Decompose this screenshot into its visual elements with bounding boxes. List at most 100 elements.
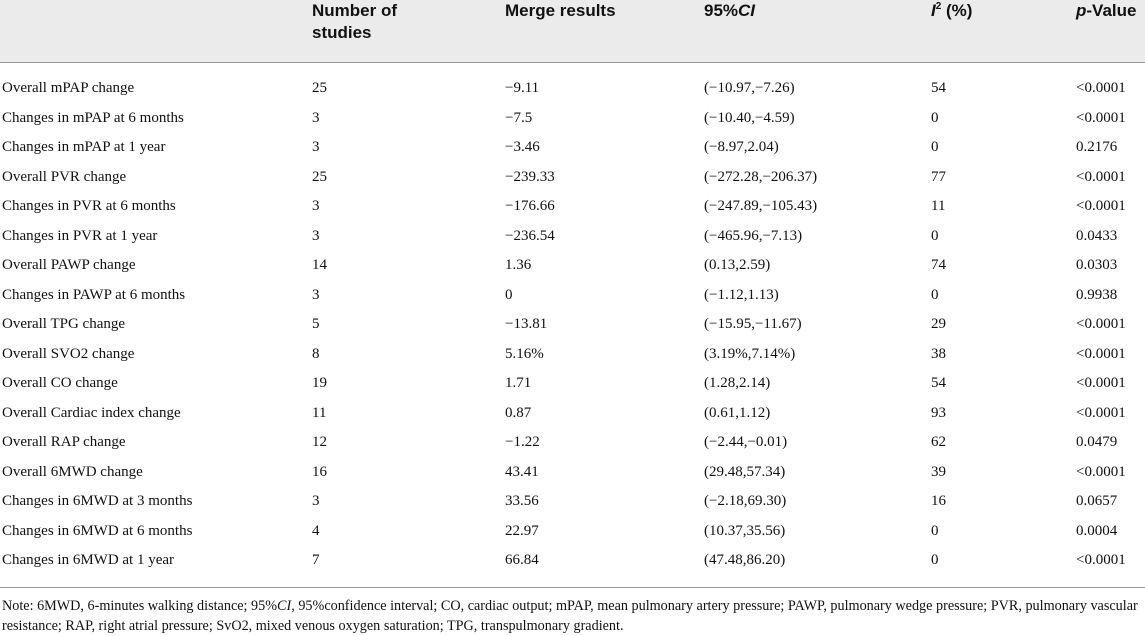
row-merge-result: 0.87	[505, 404, 532, 421]
row-i2: 0	[931, 286, 939, 303]
row-label: Overall mPAP change	[2, 80, 135, 96]
row-confidence-interval: (−247.89,−105.43)	[704, 198, 818, 214]
table-row: Changes in 6MWD at 1 year 7 66.84 (47.48,86…	[0, 546, 1145, 576]
row-label: Changes in PVR at 6 months	[2, 198, 176, 214]
row-merge-result: −7.5	[505, 109, 533, 126]
row-confidence-interval: (−272.28,−206.37)	[704, 168, 818, 185]
row-merge-result: 1.36	[505, 257, 532, 273]
row-label: Changes in mPAP at 1 year	[2, 139, 166, 155]
row-p-value: 0.0303	[1076, 257, 1118, 273]
row-merge-result: 1.71	[505, 375, 532, 391]
row-confidence-interval: (−10.97,−7.26)	[704, 80, 795, 96]
header-i2: I2 (%)	[931, 0, 972, 25]
row-i2: 74	[931, 257, 946, 273]
row-label: Changes in 6MWD at 3 months	[2, 493, 193, 509]
table-row: Overall RAP change 12 −1.22 (−2.44,−0.01) 62…	[0, 428, 1145, 458]
row-p-value: 0.2176	[1076, 139, 1118, 155]
row-p-value: <0.0001	[1076, 109, 1126, 126]
row-p-value: <0.0001	[1076, 463, 1126, 480]
row-p-value: <0.0001	[1076, 168, 1126, 185]
row-i2: 54	[931, 375, 946, 391]
row-confidence-interval: (−10.40,−4.59)	[704, 109, 795, 126]
row-merge-result: −236.54	[505, 227, 555, 244]
row-merge-result: 33.56	[505, 493, 539, 509]
table-header: Number of studies Merge results 95%CI I2…	[0, 0, 1145, 63]
row-confidence-interval: (−8.97,2.04)	[704, 139, 779, 155]
row-p-value: <0.0001	[1076, 375, 1126, 391]
row-number-of-studies: 11	[312, 404, 327, 421]
row-number-of-studies: 5	[312, 316, 320, 332]
row-i2: 39	[931, 463, 946, 480]
row-merge-result: 5.16%	[505, 345, 544, 362]
row-label: Changes in PAWP at 6 months	[2, 286, 186, 303]
row-number-of-studies: 19	[312, 375, 327, 391]
row-i2: 93	[931, 404, 946, 421]
table-footnote: Note: 6MWD, 6-minutes walking distance; …	[2, 596, 1142, 636]
table-row: Changes in 6MWD at 3 months 3 33.56 (−2.18,…	[0, 487, 1145, 517]
row-p-value: <0.0001	[1076, 345, 1126, 362]
row-number-of-studies: 3	[312, 109, 320, 126]
row-merge-result: −3.46	[505, 139, 540, 155]
table-row: Changes in PVR at 6 months 3 −176.66 (−247.…	[0, 192, 1145, 222]
row-number-of-studies: 3	[312, 139, 320, 155]
row-i2: 0	[931, 227, 939, 244]
row-label: Changes in mPAP at 6 months	[2, 109, 184, 126]
row-label: Overall 6MWD change	[2, 463, 143, 480]
row-merge-result: −176.66	[505, 198, 555, 214]
row-number-of-studies: 3	[312, 493, 320, 509]
row-p-value: <0.0001	[1076, 198, 1126, 214]
row-label: Overall RAP change	[2, 434, 126, 450]
row-merge-result: −13.81	[505, 316, 548, 332]
row-confidence-interval: (10.37,35.56)	[704, 522, 786, 539]
row-label: Overall PAWP change	[2, 257, 136, 273]
header-ci-prefix: 95%	[704, 1, 739, 20]
row-merge-result: 0	[505, 286, 513, 303]
row-p-value: <0.0001	[1076, 316, 1126, 332]
row-i2: 54	[931, 80, 946, 96]
row-confidence-interval: (−2.44,−0.01)	[704, 434, 788, 450]
row-i2: 16	[931, 493, 946, 509]
row-number-of-studies: 12	[312, 434, 327, 450]
row-i2: 62	[931, 434, 946, 450]
row-number-of-studies: 4	[312, 522, 320, 539]
header-p-suffix: -Value	[1086, 1, 1137, 20]
row-number-of-studies: 8	[312, 345, 320, 362]
row-confidence-interval: (−465.96,−7.13)	[704, 227, 803, 244]
header-ci: 95%CI	[704, 0, 755, 22]
row-confidence-interval: (29.48,57.34)	[704, 463, 786, 480]
row-number-of-studies: 7	[312, 552, 320, 568]
row-confidence-interval: (−2.18,69.30)	[704, 493, 787, 509]
table-row: Overall TPG change 5 −13.81 (−15.95,−11.67)…	[0, 310, 1145, 340]
row-merge-result: 22.97	[505, 522, 539, 539]
row-p-value: <0.0001	[1076, 80, 1126, 96]
row-label: Overall TPG change	[2, 316, 126, 332]
row-merge-result: −239.33	[505, 168, 555, 185]
table-bottom-rule	[0, 587, 1145, 588]
header-p-letter: p	[1076, 1, 1087, 20]
row-confidence-interval: (3.19%,7.14%)	[704, 345, 796, 362]
header-number-of-studies-line1: Number of	[312, 1, 397, 20]
row-p-value: 0.0433	[1076, 227, 1118, 244]
row-i2: 0	[931, 109, 939, 126]
row-confidence-interval: (−15.95,−11.67)	[704, 316, 802, 332]
header-ci-italic: CI	[738, 1, 756, 20]
row-i2: 0	[931, 522, 939, 539]
header-i2-superscript: 2	[935, 1, 942, 12]
row-label: Overall Cardiac index change	[2, 404, 181, 421]
table-row: Overall CO change 19 1.71 (1.28,2.14) 54 <0.0…	[0, 369, 1145, 399]
row-confidence-interval: (47.48,86.20)	[704, 552, 786, 568]
table-row: Overall 6MWD change 16 43.41 (29.48,57.34) 3…	[0, 458, 1145, 488]
row-p-value: 0.0479	[1076, 434, 1118, 450]
table-body: Overall mPAP change 25 −9.11 (−10.97,−7.26)…	[0, 74, 1145, 576]
row-merge-result: −9.11	[505, 80, 540, 96]
footnote-part1: Note: 6MWD, 6-minutes walking distance; …	[2, 598, 278, 614]
row-p-value: <0.0001	[1076, 404, 1126, 421]
table-row: Overall PVR change 25 −239.33 (−272.28,−206…	[0, 163, 1145, 193]
row-number-of-studies: 16	[312, 463, 327, 480]
table-row: Changes in PVR at 1 year 3 −236.54 (−465.96…	[0, 222, 1145, 252]
row-confidence-interval: (0.61,1.12)	[704, 404, 771, 421]
header-i2-suffix: (%)	[941, 1, 973, 20]
table-row: Overall Cardiac index change 11 0.87 (0.61,…	[0, 399, 1145, 429]
table-row: Changes in mPAP at 1 year 3 −3.46 (−8.97,2.…	[0, 133, 1145, 163]
row-merge-result: −1.22	[505, 434, 540, 450]
